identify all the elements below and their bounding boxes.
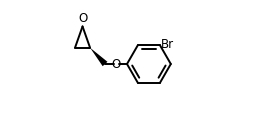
Polygon shape [90,48,107,66]
Text: Br: Br [161,38,175,51]
Text: O: O [78,12,87,25]
Text: O: O [112,57,121,71]
